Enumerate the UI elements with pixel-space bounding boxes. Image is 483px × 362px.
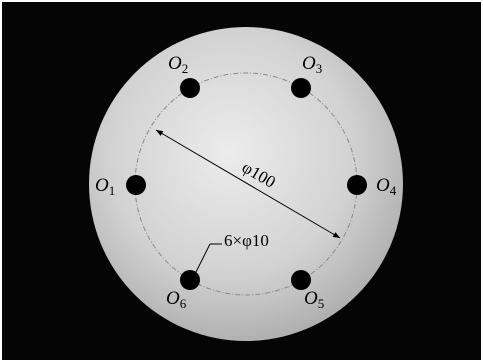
hole: [180, 270, 200, 290]
hole-letter: O: [168, 53, 182, 74]
hole-index: 3: [316, 61, 323, 76]
hole: [347, 175, 367, 195]
hole-letter: O: [376, 175, 390, 196]
hole: [291, 78, 311, 98]
hole-index: 5: [318, 296, 325, 311]
hole: [180, 78, 200, 98]
figure: φ100 6×φ10 O1O2O3O4O5O6: [0, 0, 483, 362]
hole-letter: O: [166, 288, 180, 309]
hole-letter: O: [304, 288, 318, 309]
hole: [291, 270, 311, 290]
hole-index: 6: [180, 296, 187, 311]
hole-letter: O: [95, 175, 109, 196]
hole-index: 1: [109, 183, 116, 198]
hole-letter: O: [302, 53, 316, 74]
hole: [126, 175, 146, 195]
hole-index: 2: [182, 61, 189, 76]
hole-label: 6×φ10: [224, 231, 269, 250]
hole-index: 4: [390, 183, 397, 198]
